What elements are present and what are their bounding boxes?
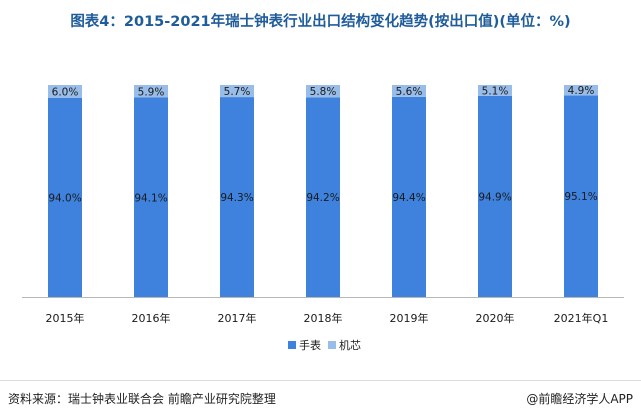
x-tick-label-2: 2017年 (218, 311, 257, 325)
bar-watch-3 (306, 97, 340, 298)
x-tick-label-3: 2018年 (304, 311, 343, 325)
data-label-movement-4: 5.6% (396, 86, 423, 98)
bar-movement-5 (478, 85, 512, 96)
source-note: 资料来源：瑞士钟表业联合会 前瞻产业研究院整理 (8, 392, 276, 406)
bar-watch-4 (392, 96, 426, 297)
x-tick-label-5: 2020年 (476, 311, 515, 325)
bar-movement-2 (220, 85, 254, 98)
data-label-watch-0: 94.0% (48, 192, 81, 204)
bar-watch-1 (134, 97, 168, 298)
data-label-movement-2: 5.7% (224, 86, 251, 98)
x-tick-label-6: 2021年Q1 (554, 311, 609, 325)
legend-label-movement: 机芯 (339, 338, 361, 352)
data-label-watch-5: 94.9% (478, 191, 511, 203)
brand-credit: @前瞻经济学人APP (526, 392, 633, 406)
data-label-watch-2: 94.3% (220, 192, 253, 204)
data-label-movement-0: 6.0% (52, 86, 79, 98)
x-tick-label-0: 2015年 (46, 311, 85, 325)
bar-movement-3 (306, 85, 340, 98)
chart-title: 图表4：2015-2021年瑞士钟表行业出口结构变化趋势(按出口值)(单位：%) (70, 14, 571, 30)
legend-swatch-movement (328, 341, 336, 349)
data-label-movement-1: 5.9% (138, 86, 165, 98)
data-label-watch-3: 94.2% (306, 192, 339, 204)
data-label-movement-6: 4.9% (568, 85, 595, 97)
data-label-watch-4: 94.4% (392, 192, 425, 204)
bar-movement-6 (564, 85, 598, 96)
bar-movement-4 (392, 85, 426, 97)
data-label-watch-1: 94.1% (134, 192, 167, 204)
data-label-movement-5: 5.1% (482, 85, 509, 97)
bar-watch-0 (48, 97, 82, 297)
bar-watch-5 (478, 95, 512, 297)
legend-label-watch: 手表 (299, 338, 321, 352)
bar-movement-0 (48, 85, 82, 98)
x-tick-label-1: 2016年 (132, 311, 171, 325)
x-tick-label-4: 2019年 (390, 311, 429, 325)
legend-swatch-watch (288, 341, 296, 349)
bar-watch-6 (564, 95, 598, 297)
bar-watch-2 (220, 97, 254, 297)
data-label-watch-6: 95.1% (564, 191, 597, 203)
bar-movement-1 (134, 85, 168, 98)
data-label-movement-3: 5.8% (310, 86, 337, 98)
